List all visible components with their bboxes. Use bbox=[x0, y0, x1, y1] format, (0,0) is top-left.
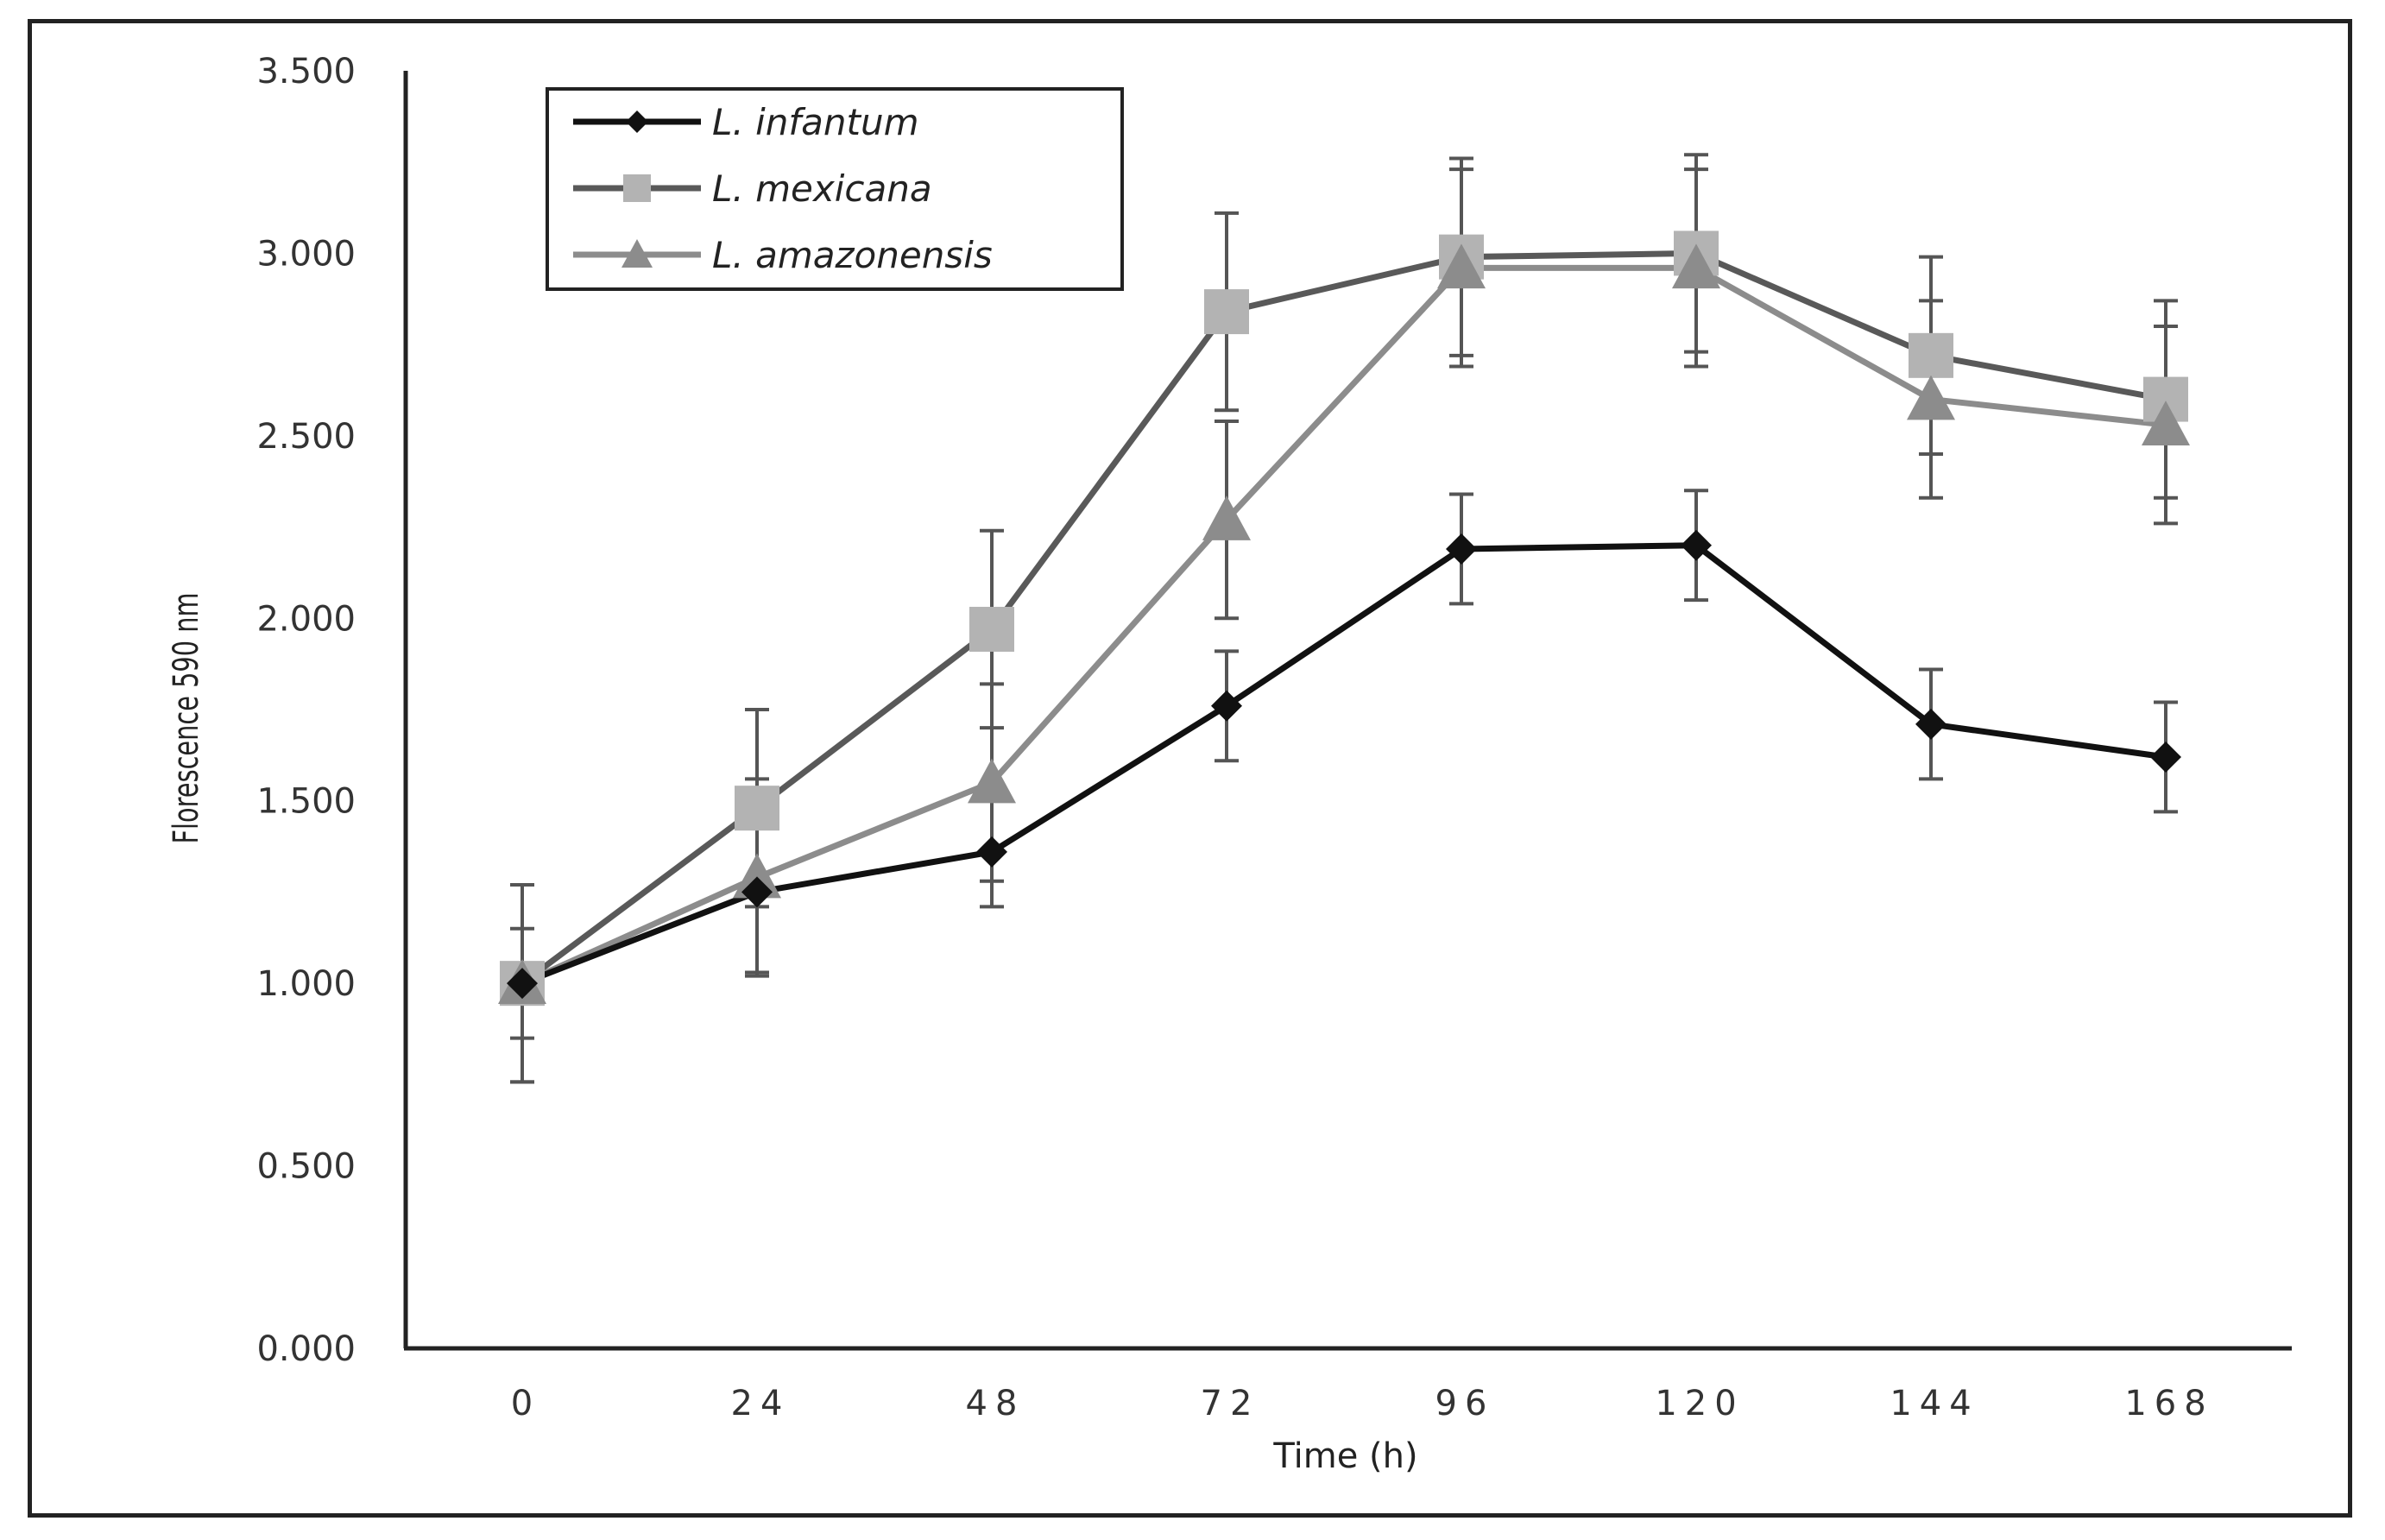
line-chart: 0.000 0.500 1.000 1.500 2.000 2.500 3.000 3.500… bbox=[167, 52, 2292, 1476]
data-point-l-amazonensis bbox=[968, 758, 1016, 804]
y-tick-label: 3.000 bbox=[256, 234, 356, 274]
chart-frame: 0.000 0.500 1.000 1.500 2.000 2.500 3.000 3.500… bbox=[28, 19, 2352, 1518]
y-tick-label: 2.500 bbox=[256, 417, 356, 457]
x-tick-label: 0 bbox=[511, 1384, 540, 1423]
x-tick-label: 120 bbox=[1655, 1384, 1744, 1423]
data-point-l-infantum bbox=[1446, 533, 1477, 565]
legend-label-l-infantum: L. infantum bbox=[712, 101, 919, 143]
data-point-l-infantum bbox=[1681, 529, 1712, 561]
series-line-l-amazonensis bbox=[521, 264, 2167, 987]
data-point-l-infantum bbox=[1915, 708, 1946, 740]
y-tick-label: 1.000 bbox=[256, 964, 356, 1004]
series-line-l-mexicana bbox=[520, 249, 2167, 986]
x-tick-label: 72 bbox=[1201, 1384, 1260, 1423]
series-line-l-infantum bbox=[521, 542, 2167, 987]
x-tick-label: 24 bbox=[731, 1384, 791, 1423]
data-point-l-amazonensis bbox=[1907, 375, 1955, 420]
x-tick-label: 96 bbox=[1435, 1384, 1495, 1423]
x-axis-title: Time (h) bbox=[1272, 1436, 1417, 1476]
y-tick-label: 2.000 bbox=[256, 599, 356, 639]
legend-marker-l-mexicana bbox=[623, 174, 651, 202]
x-tick-label: 48 bbox=[966, 1384, 1025, 1423]
data-point-l-mexicana bbox=[1204, 289, 1249, 335]
legend: L. infantum L. mexicana L. amazonensis bbox=[546, 87, 1124, 291]
data-point-l-infantum bbox=[507, 968, 538, 1000]
data-point-l-amazonensis bbox=[1202, 495, 1251, 540]
y-tick-label: 3.500 bbox=[256, 52, 356, 92]
legend-marker-l-amazonensis bbox=[621, 239, 653, 268]
data-point-l-infantum bbox=[741, 876, 773, 908]
legend-marker-l-infantum bbox=[626, 110, 648, 133]
data-point-l-infantum bbox=[1211, 690, 1242, 722]
legend-label-l-amazonensis: L. amazonensis bbox=[712, 234, 993, 276]
y-tick-label: 1.500 bbox=[256, 782, 356, 822]
x-tick-label: 144 bbox=[1890, 1384, 1978, 1423]
x-tick-label: 168 bbox=[2124, 1384, 2213, 1423]
legend-label-l-mexicana: L. mexicana bbox=[712, 167, 932, 210]
data-point-l-mexicana bbox=[735, 786, 779, 831]
data-point-l-infantum bbox=[2150, 741, 2181, 773]
data-point-l-mexicana bbox=[1909, 332, 1953, 378]
data-point-l-amazonensis bbox=[733, 853, 781, 899]
y-axis-title: Florescence 590 nm bbox=[167, 593, 206, 844]
y-tick-label: 0.500 bbox=[256, 1147, 356, 1187]
data-point-l-amazonensis bbox=[1437, 243, 1486, 289]
data-point-l-mexicana bbox=[969, 606, 1014, 652]
data-point-l-infantum bbox=[976, 836, 1007, 868]
data-point-l-amazonensis bbox=[2142, 401, 2190, 445]
data-point-l-amazonensis bbox=[1672, 243, 1720, 289]
y-tick-label: 0.000 bbox=[256, 1329, 356, 1369]
